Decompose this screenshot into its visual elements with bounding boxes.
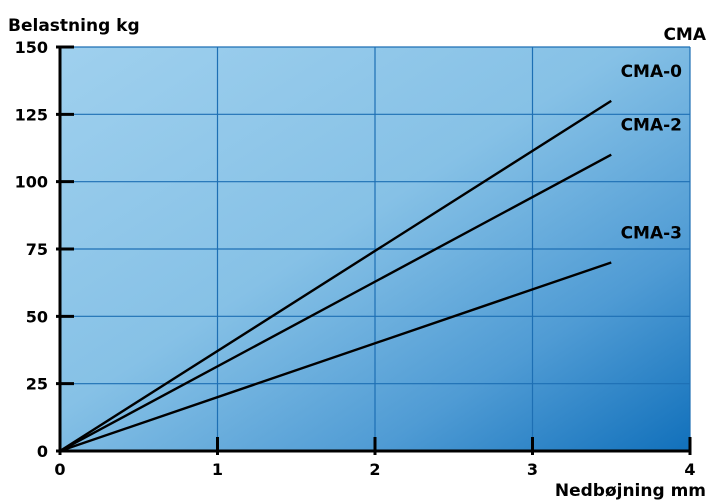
series-label-cma-3: CMA-3 — [621, 223, 682, 243]
tick-labels: 0 25 50 75 100 125 150 0 1 2 3 4 — [15, 38, 696, 479]
y-axis-title: Belastning kg — [8, 16, 140, 36]
series-line-cma-0 — [59, 99, 612, 453]
y-tick-label: 75 — [26, 240, 48, 259]
y-tick-label: 125 — [15, 105, 48, 124]
x-tick-label: 0 — [54, 460, 65, 479]
series-label-cma-2: CMA-2 — [621, 116, 682, 136]
series-label-cma-0: CMA-0 — [621, 62, 683, 82]
y-tick-label: 50 — [26, 307, 48, 326]
x-tick-label: 4 — [684, 460, 695, 479]
series-labels: CMA-0 CMA-2 CMA-3 — [621, 62, 683, 244]
axes — [56, 45, 692, 455]
y-tick-label: 25 — [26, 375, 48, 394]
series-lines — [59, 99, 612, 453]
x-axis-title: Nedbøjning mm — [555, 481, 706, 501]
x-tick-label: 3 — [527, 460, 538, 479]
series-line-cma-3 — [59, 261, 612, 453]
grid — [60, 46, 691, 451]
chart-title: CMA — [663, 25, 706, 45]
y-tick-label: 0 — [37, 442, 48, 461]
x-tick-label: 1 — [212, 460, 223, 479]
y-tick-label: 100 — [15, 173, 48, 192]
y-tick-label: 150 — [15, 38, 48, 57]
x-tick-label: 2 — [369, 460, 380, 479]
series-line-cma-2 — [59, 153, 612, 453]
